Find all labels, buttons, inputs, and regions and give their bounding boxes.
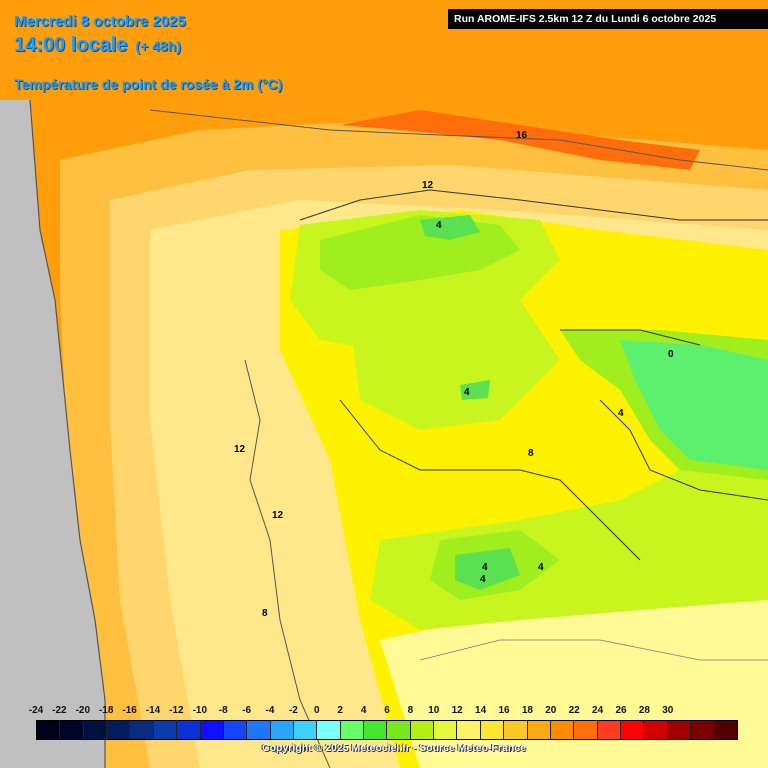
legend-tick-label: -16: [122, 705, 137, 716]
legend-ticks: -24 -22 -20 -18 -16 -14 -12 -10 -8 -6 -4 -2 0 2 4 6 8 10 1…: [0, 705, 768, 719]
legend-colorbar: [36, 720, 738, 740]
bright-green-north: [420, 215, 480, 240]
legend-tick-label: 30: [662, 705, 674, 716]
legend-swatch: [270, 721, 294, 739]
legend-swatch: [387, 721, 411, 739]
contour-4: [599, 399, 768, 501]
legend-tick-label: 0: [314, 705, 320, 716]
legend-tick-label: 24: [592, 705, 604, 716]
coastline: [29, 99, 106, 768]
legend-swatch: [574, 721, 598, 739]
contour-0: [560, 329, 701, 346]
legend-tick-label: 20: [545, 705, 557, 716]
legend-swatch: [597, 721, 621, 739]
legend-tick-label: 2: [337, 705, 343, 716]
legend-swatch: [223, 721, 248, 739]
legend-swatch: [153, 721, 178, 739]
legend-tick-label: -18: [98, 705, 114, 716]
contour-label-0: 0: [668, 349, 674, 360]
legend-tick-label: 28: [638, 705, 650, 716]
legend-swatch: [504, 721, 528, 739]
bright-green-spot: [460, 380, 490, 400]
legend-tick-label: -2: [288, 705, 298, 716]
parameter-title: Température de point de rosée à 2m (°C): [14, 76, 283, 92]
contour-label-4: 4: [482, 562, 488, 573]
dark-orange-strip: [340, 110, 700, 170]
ocean-mask: [0, 100, 105, 768]
contour-label-4: 4: [538, 562, 544, 573]
legend-swatch: [247, 721, 271, 739]
legend-swatch: [644, 721, 668, 739]
legend-swatch: [457, 721, 481, 739]
legend-tick-label: 14: [475, 705, 487, 716]
contour-12: [299, 189, 768, 221]
legend-swatch: [200, 721, 224, 739]
legend-tick-label: -22: [52, 705, 67, 716]
legend-swatch: [340, 721, 365, 739]
legend-tick-label: 16: [498, 705, 510, 716]
legend-swatch: [60, 721, 84, 739]
contour-label-4: 4: [464, 387, 470, 398]
legend-swatch: [550, 721, 575, 739]
border-line: [244, 359, 331, 768]
contour-label-8: 8: [262, 608, 268, 619]
legend-tick-label: -12: [169, 705, 184, 716]
run-info: Run AROME-IFS 2.5km 12 Z du Lundi 6 octo…: [448, 9, 768, 29]
legend-tick-label: 10: [428, 705, 440, 716]
legend-swatch: [130, 721, 154, 739]
forecast-date: Mercredi 8 octobre 2025: [14, 13, 186, 30]
legend-tick-label: -14: [145, 705, 161, 716]
legend-swatch: [37, 721, 61, 739]
legend-swatch: [667, 721, 692, 739]
legend-swatch: [691, 721, 715, 739]
legend-swatch: [527, 721, 551, 739]
legend-tick-label: -10: [192, 705, 208, 716]
legend-swatch: [107, 721, 131, 739]
north-coastline: [149, 109, 768, 171]
legend-tick-label: 26: [615, 705, 627, 716]
legend-swatch: [410, 721, 435, 739]
contour-label-8: 8: [528, 448, 534, 459]
region-border: [419, 639, 768, 661]
contour-8: [339, 399, 641, 561]
contour-label-4: 4: [436, 220, 442, 231]
legend-tick-label: 12: [451, 705, 463, 716]
legend-tick-label: -20: [75, 705, 91, 716]
legend-tick-label: -4: [265, 705, 275, 716]
legend-swatch: [620, 721, 645, 739]
legend-swatch: [177, 721, 201, 739]
legend-swatch: [434, 721, 458, 739]
legend-swatch: [293, 721, 318, 739]
copyright: Copyright © 2025 Meteociel.fr - Source M…: [262, 742, 526, 754]
legend-tick-label: 18: [521, 705, 533, 716]
greenish-field-central: [350, 300, 560, 430]
legend-swatch: [480, 721, 505, 739]
bright-green-east: [620, 340, 768, 470]
forecast-time-label: 14:00 locale: [14, 34, 128, 56]
contour-label-4: 4: [618, 408, 624, 419]
legend-tick-label: -8: [218, 705, 228, 716]
legend-swatch: [714, 721, 737, 739]
contour-label-12: 12: [422, 180, 434, 191]
legend-tick-label: -6: [242, 705, 252, 716]
legend-swatch: [317, 721, 341, 739]
bright-green-south: [455, 548, 520, 590]
forecast-time: 14:00 locale (+ 48h): [14, 34, 181, 57]
legend-swatch: [83, 721, 108, 739]
legend-tick-label: 4: [360, 705, 367, 716]
contour-label-4: 4: [480, 574, 486, 585]
legend-tick-label: -24: [28, 705, 44, 716]
legend-tick-label: 8: [407, 705, 414, 716]
legend-tick-label: 22: [568, 705, 580, 716]
color-legend: -24 -22 -20 -18 -16 -14 -12 -10 -8 -6 -4 -2 0 2 4 6 8 10 1…: [0, 702, 768, 768]
contour-label-16: 16: [516, 130, 528, 141]
legend-tick-label: 6: [384, 705, 390, 716]
contour-label-12: 12: [234, 444, 246, 455]
contour-label-12: 12: [272, 510, 284, 521]
forecast-lead: (+ 48h): [135, 38, 181, 54]
legend-swatch: [364, 721, 388, 739]
